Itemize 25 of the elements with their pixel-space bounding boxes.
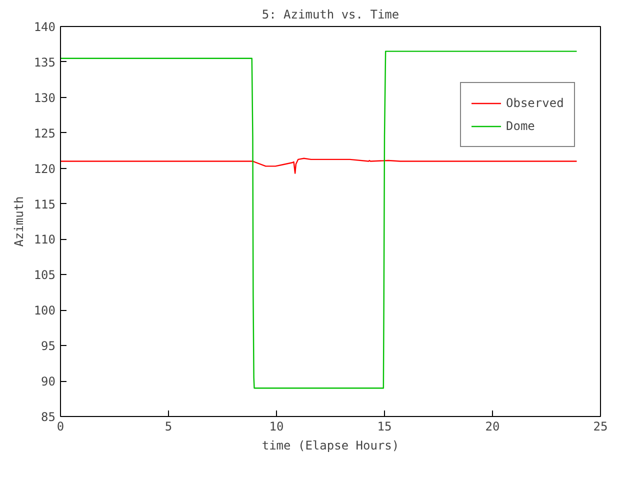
y-tick-label: 110	[34, 232, 56, 247]
line-series	[60, 158, 578, 174]
y-tick-label: 105	[34, 268, 56, 282]
y-axis-title: Azimuth	[12, 196, 26, 247]
y-tick-label: 100	[34, 304, 56, 318]
y-tick-label: 135	[34, 55, 56, 70]
y-tick-label: 90	[41, 374, 56, 389]
x-tick-label: 15	[377, 420, 392, 434]
x-tick-label: 5	[164, 420, 172, 434]
x-tick-label: 10	[269, 420, 284, 434]
legend-label: Dome	[506, 119, 535, 133]
y-tick-label: 140	[34, 20, 56, 34]
x-axis-title: time (Elapse Hours)	[262, 438, 400, 452]
legend-label: Observed	[506, 96, 564, 110]
y-tick-label: 115	[34, 197, 56, 212]
x-tick-label: 20	[485, 420, 500, 434]
y-tick-label: 120	[34, 162, 56, 176]
x-tick-label: 0	[56, 420, 64, 434]
chart-title: 5: Azimuth vs. Time	[262, 8, 400, 22]
y-tick-label: 130	[34, 90, 56, 105]
y-tick-label: 85	[41, 410, 56, 424]
x-tick-label: 25	[593, 420, 608, 434]
line-series	[60, 50, 578, 389]
y-tick-label: 95	[41, 339, 56, 354]
y-tick-label: 125	[34, 126, 56, 140]
